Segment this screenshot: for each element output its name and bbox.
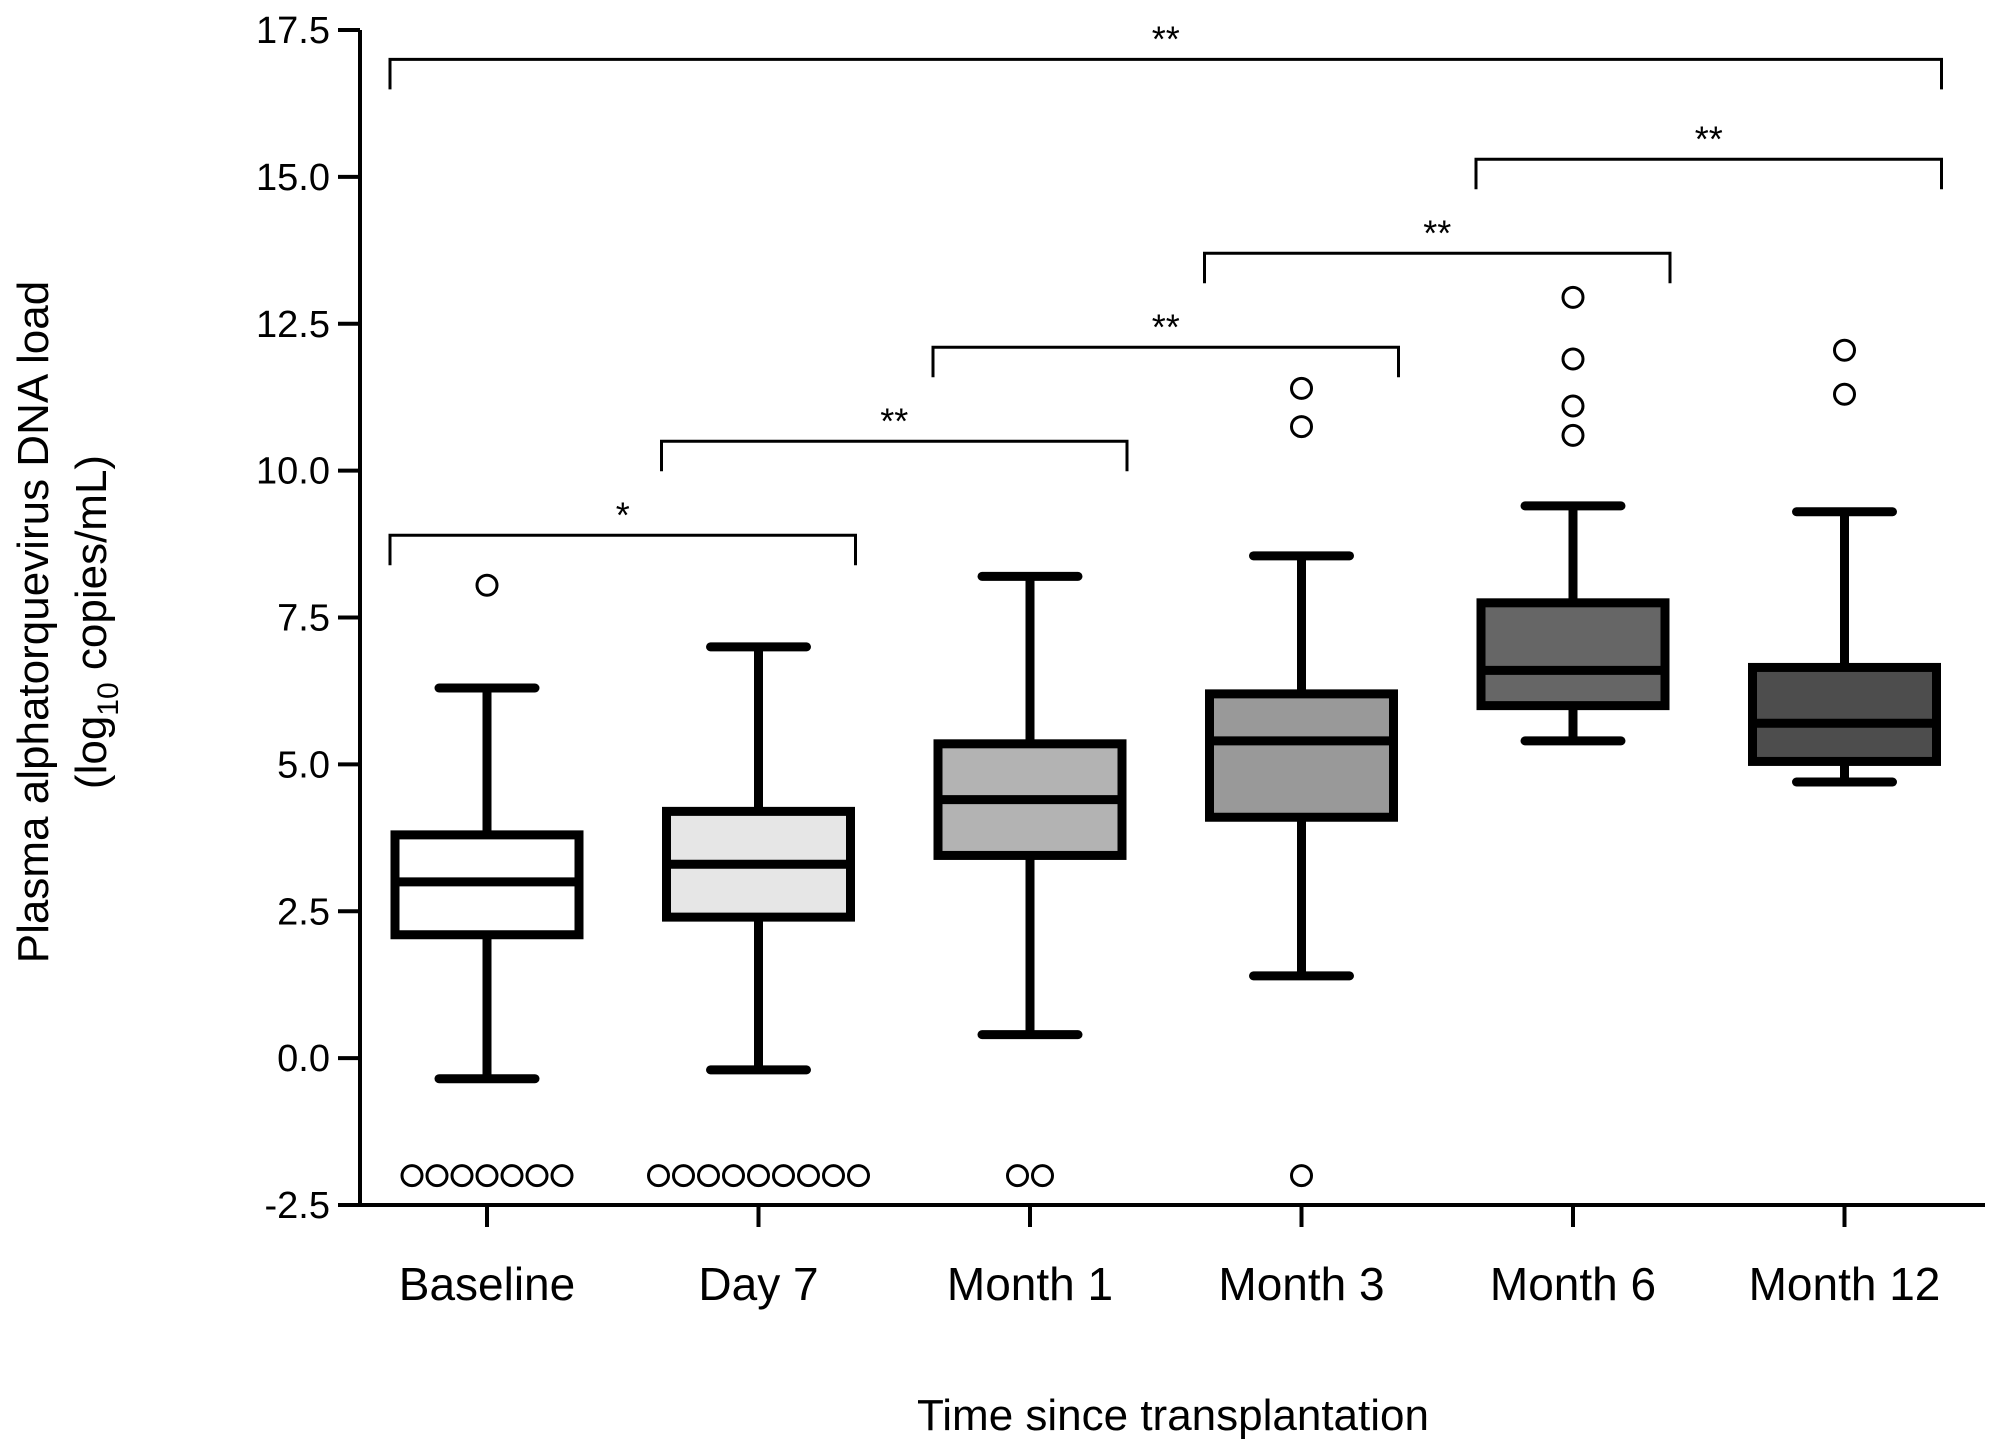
undetectable-point <box>672 1164 695 1188</box>
significance-label: ** <box>1423 212 1451 253</box>
y-tick-label: 0.0 <box>277 1038 330 1080</box>
undetectable-point <box>797 1164 820 1188</box>
box-series <box>390 501 1941 1084</box>
outlier-point <box>1290 415 1313 439</box>
outlier-point <box>1833 338 1856 362</box>
outlier-point <box>1833 382 1856 406</box>
significance-label: ** <box>880 400 908 441</box>
significance-label: ** <box>1152 18 1180 59</box>
undetectable-point <box>1290 1164 1313 1188</box>
undetectable-point <box>1006 1164 1029 1188</box>
y-tick-label: 12.5 <box>256 304 330 346</box>
undetectable-point <box>500 1164 524 1188</box>
box-iqr <box>1748 662 1941 766</box>
x-axis-title: Time since transplantation <box>917 1391 1429 1440</box>
undetectable-point <box>475 1164 499 1188</box>
undetectable-point <box>847 1164 870 1188</box>
x-tick-label: Month 1 <box>947 1258 1113 1310</box>
y-axis-title-subscript: 10 <box>92 682 125 715</box>
undetectable-point <box>647 1164 670 1188</box>
undetectable-point <box>425 1164 449 1188</box>
outlier-point <box>1561 423 1585 447</box>
undetectable-point <box>697 1164 720 1188</box>
y-tick-label: 7.5 <box>277 598 330 640</box>
undetectable-point <box>400 1164 424 1188</box>
y-tick-label: -2.5 <box>265 1185 330 1227</box>
significance-label: ** <box>1152 306 1180 347</box>
outlier-point <box>1561 347 1585 371</box>
significance-bracket <box>660 439 1129 472</box>
outlier-points <box>400 285 1856 1188</box>
outlier-point <box>1561 285 1585 309</box>
significance-bracket <box>388 533 857 566</box>
undetectable-point <box>1031 1164 1054 1188</box>
undetectable-point <box>450 1164 474 1188</box>
x-tick-label: Month 12 <box>1749 1258 1941 1310</box>
y-tick-label: 5.0 <box>277 744 330 786</box>
x-tick-label: Baseline <box>399 1258 575 1310</box>
outlier-point <box>1561 394 1585 418</box>
y-axis-title-line2: (log10 copies/mL) <box>67 455 125 789</box>
undetectable-point <box>550 1164 574 1188</box>
significance-bracket <box>1203 251 1672 284</box>
box-iqr <box>1205 689 1398 822</box>
undetectable-point <box>772 1164 795 1188</box>
y-axis-title-line1: Plasma alphatorquevirus DNA load <box>9 281 58 963</box>
x-tick-label: Month 6 <box>1490 1258 1656 1310</box>
y-axis-title-prefix: (log <box>67 716 116 789</box>
significance-bracket <box>1474 157 1943 190</box>
undetectable-point <box>722 1164 745 1188</box>
y-tick-label: 2.5 <box>277 891 330 933</box>
significance-label: ** <box>1695 118 1723 159</box>
x-tick-label: Day 7 <box>698 1258 818 1310</box>
significance-brackets: *********** <box>388 18 1943 566</box>
significance-bracket <box>931 345 1400 378</box>
significance-bracket <box>388 57 1943 90</box>
y-tick-label: 10.0 <box>256 451 330 493</box>
axis-labels: Time since transplantation Plasma alphat… <box>9 281 1429 1440</box>
undetectable-point <box>747 1164 770 1188</box>
undetectable-point <box>822 1164 845 1188</box>
y-axis-title-suffix: copies/mL) <box>67 455 116 682</box>
outlier-point <box>475 573 499 597</box>
y-tick-label: 17.5 <box>256 10 330 52</box>
x-tick-label: Month 3 <box>1218 1258 1384 1310</box>
outlier-point <box>1290 376 1313 400</box>
y-tick-label: 15.0 <box>256 157 330 199</box>
axes: -2.5 0.0 2.5 5.0 7.5 10.0 12.5 15.0 17.5 Baseline… <box>256 10 1985 1310</box>
significance-label: * <box>616 494 630 535</box>
box-iqr <box>1476 598 1670 711</box>
undetectable-point <box>525 1164 549 1188</box>
